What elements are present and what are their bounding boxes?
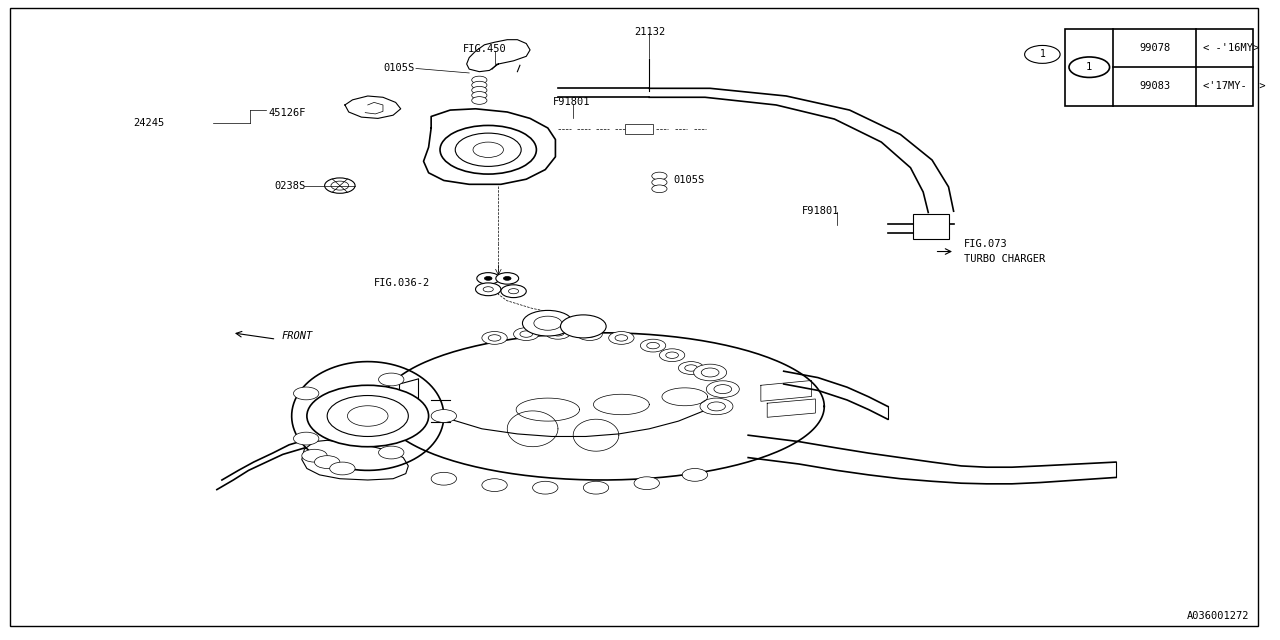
Circle shape	[481, 332, 507, 344]
Text: < -'16MY>: < -'16MY>	[1203, 43, 1260, 53]
Circle shape	[701, 368, 719, 377]
Circle shape	[685, 365, 698, 371]
Circle shape	[379, 446, 404, 459]
Circle shape	[472, 86, 486, 94]
Bar	[913, 214, 948, 239]
Circle shape	[584, 331, 596, 337]
Circle shape	[500, 285, 526, 298]
Circle shape	[652, 172, 667, 180]
Text: 99078: 99078	[1139, 43, 1170, 53]
Circle shape	[707, 381, 740, 397]
Circle shape	[678, 362, 704, 374]
Circle shape	[545, 326, 571, 339]
Circle shape	[481, 479, 507, 492]
Text: 1: 1	[1087, 62, 1092, 72]
Circle shape	[640, 339, 666, 352]
Text: F91801: F91801	[801, 206, 838, 216]
Text: F91801: F91801	[553, 97, 590, 108]
Circle shape	[532, 481, 558, 494]
Circle shape	[315, 456, 340, 468]
Text: 0105S: 0105S	[383, 63, 415, 74]
Circle shape	[652, 179, 667, 186]
Circle shape	[646, 342, 659, 349]
Text: FRONT: FRONT	[282, 331, 312, 341]
Circle shape	[302, 449, 328, 462]
Circle shape	[488, 335, 500, 341]
Circle shape	[1024, 45, 1060, 63]
Circle shape	[513, 328, 539, 340]
Circle shape	[495, 273, 518, 284]
Circle shape	[456, 133, 521, 166]
Circle shape	[614, 335, 627, 341]
Circle shape	[694, 364, 727, 381]
Text: FIG.036-2: FIG.036-2	[374, 278, 430, 288]
Text: 45126F: 45126F	[269, 108, 306, 118]
Bar	[625, 124, 653, 134]
Circle shape	[476, 283, 500, 296]
Circle shape	[472, 92, 486, 99]
Circle shape	[431, 410, 457, 422]
Text: 0105S: 0105S	[673, 175, 704, 186]
Circle shape	[293, 432, 319, 445]
Text: TURBO CHARGER: TURBO CHARGER	[964, 254, 1044, 264]
Circle shape	[347, 406, 388, 426]
Circle shape	[472, 97, 486, 104]
Text: 21132: 21132	[634, 27, 666, 37]
Circle shape	[659, 349, 685, 362]
Circle shape	[714, 385, 732, 394]
Circle shape	[708, 402, 726, 411]
Circle shape	[379, 373, 404, 386]
Text: 1: 1	[1039, 49, 1046, 60]
Circle shape	[503, 276, 511, 280]
Circle shape	[293, 387, 319, 400]
Circle shape	[332, 181, 348, 190]
Circle shape	[634, 477, 659, 490]
Circle shape	[534, 316, 562, 330]
Text: A036001272: A036001272	[1187, 611, 1249, 621]
Circle shape	[561, 315, 607, 338]
Circle shape	[484, 276, 492, 280]
Circle shape	[472, 76, 486, 84]
Circle shape	[440, 125, 536, 174]
Circle shape	[474, 142, 503, 157]
Text: 0238S: 0238S	[274, 180, 305, 191]
Circle shape	[330, 462, 355, 475]
Circle shape	[700, 398, 733, 415]
Circle shape	[472, 81, 486, 89]
Circle shape	[483, 287, 493, 292]
Circle shape	[431, 472, 457, 485]
Circle shape	[328, 396, 408, 436]
Circle shape	[666, 352, 678, 358]
Text: 24245: 24245	[133, 118, 164, 128]
Circle shape	[477, 273, 499, 284]
Circle shape	[520, 331, 532, 337]
Circle shape	[584, 481, 609, 494]
Circle shape	[682, 468, 708, 481]
Circle shape	[1069, 57, 1110, 77]
Text: 99083: 99083	[1139, 81, 1170, 92]
Circle shape	[325, 178, 355, 193]
Bar	[1065, 29, 1253, 106]
Circle shape	[552, 330, 564, 336]
Circle shape	[652, 185, 667, 193]
Text: FIG.450: FIG.450	[463, 44, 507, 54]
Text: <'17MY-  >: <'17MY- >	[1203, 81, 1266, 92]
Text: FIG.073: FIG.073	[964, 239, 1007, 250]
Circle shape	[508, 289, 518, 294]
Circle shape	[307, 385, 429, 447]
Circle shape	[577, 328, 603, 340]
Circle shape	[522, 310, 573, 336]
Circle shape	[609, 332, 634, 344]
